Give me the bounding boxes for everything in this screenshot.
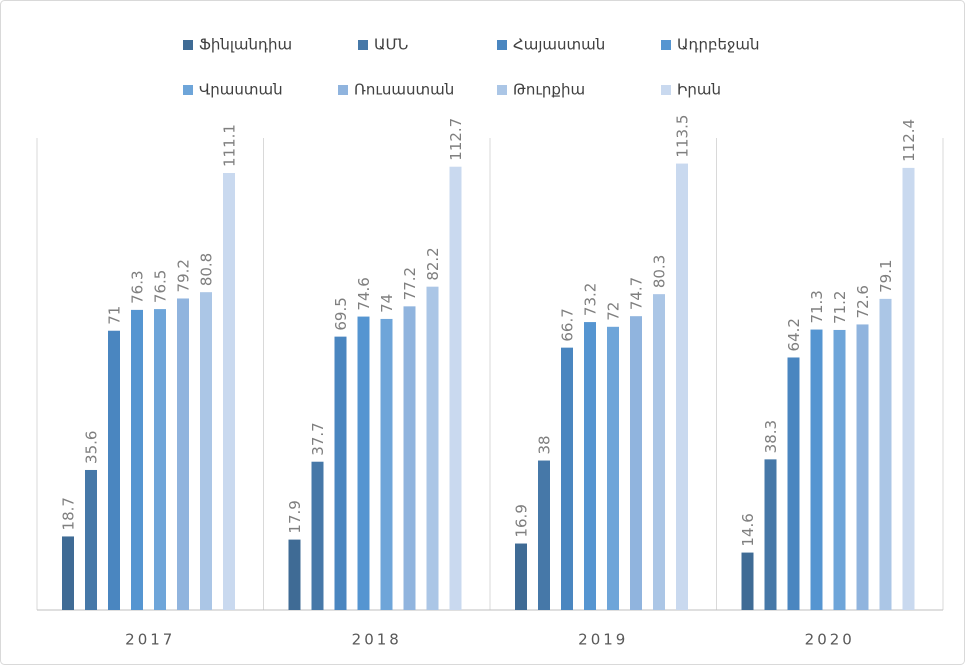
- bar: [380, 318, 393, 610]
- bar: [108, 330, 120, 610]
- value-label: 79.2: [175, 259, 193, 292]
- value-label: 74.6: [355, 277, 373, 310]
- legend-label: Հայաստան: [513, 36, 605, 54]
- bar: [426, 286, 439, 610]
- value-label: 112.7: [447, 118, 465, 161]
- bar: [787, 357, 800, 610]
- bar: [449, 166, 462, 611]
- legend-label: Ռուսաստան: [354, 81, 454, 99]
- value-label: 17.9: [286, 500, 304, 533]
- value-label: 80.8: [198, 253, 216, 286]
- value-label: 35.6: [83, 431, 101, 464]
- bar: [833, 329, 846, 610]
- bar: [403, 306, 416, 610]
- value-label: 77.2: [401, 267, 419, 300]
- value-label: 37.7: [309, 422, 327, 455]
- bar: [311, 461, 324, 610]
- bar: [676, 163, 688, 611]
- bar: [741, 552, 754, 610]
- bar: [584, 322, 596, 610]
- value-label: 72: [605, 302, 623, 321]
- bar: [653, 294, 665, 610]
- bar: [357, 316, 370, 610]
- legend-swatch: [497, 85, 507, 95]
- value-label: 64.2: [785, 318, 803, 351]
- value-label: 112.4: [900, 119, 918, 162]
- value-label: 71.2: [831, 291, 849, 324]
- x-tick-label: 2018: [352, 631, 402, 649]
- value-label: 38.3: [762, 420, 780, 453]
- value-label: 80.3: [651, 255, 669, 288]
- legend-label: Ֆինլանդիա: [199, 36, 292, 54]
- value-label: 66.7: [559, 308, 577, 341]
- legend-label: Իրան: [677, 81, 721, 99]
- value-label: 18.7: [60, 497, 78, 530]
- value-label: 111.1: [221, 124, 239, 167]
- value-label: 76.5: [152, 270, 170, 303]
- value-label: 82.2: [424, 247, 442, 280]
- bar: [561, 347, 573, 610]
- legend-label: Վրաստան: [199, 81, 283, 99]
- bar: [515, 543, 527, 610]
- bar: [764, 459, 777, 610]
- x-tick-label: 2017: [125, 631, 175, 649]
- value-label: 38: [536, 435, 554, 454]
- legend-swatch: [183, 85, 193, 95]
- bar: [154, 309, 166, 610]
- legend-swatch: [358, 40, 368, 50]
- bar: [538, 460, 550, 610]
- value-label: 72.6: [854, 285, 872, 318]
- x-tick-label: 2020: [805, 631, 855, 649]
- bar: [902, 167, 915, 611]
- bar: [607, 326, 619, 610]
- value-label: 69.5: [332, 297, 350, 330]
- value-label: 113.5: [674, 115, 692, 158]
- legend-swatch: [661, 85, 671, 95]
- legend-swatch: [338, 85, 348, 95]
- legend-swatch: [661, 40, 671, 50]
- bar: [131, 309, 143, 610]
- value-label: 74: [378, 294, 396, 313]
- bar: [200, 292, 212, 610]
- legend-label: Ադրբեջան: [677, 36, 759, 54]
- legend-label: ԱՄՆ: [374, 36, 408, 54]
- value-label: 73.2: [582, 283, 600, 316]
- bar: [856, 324, 869, 610]
- bar: [810, 329, 823, 610]
- legend-swatch: [183, 40, 193, 50]
- value-label: 74.7: [628, 277, 646, 310]
- value-label: 14.6: [739, 513, 757, 546]
- legend-swatch: [497, 40, 507, 50]
- bar: [630, 316, 642, 610]
- legend-label: Թուրքիա: [513, 81, 585, 99]
- bar: [334, 336, 347, 610]
- bar: [288, 539, 301, 610]
- value-label: 79.1: [877, 259, 895, 292]
- value-label: 71: [106, 306, 124, 325]
- value-label: 76.3: [129, 270, 147, 303]
- bar: [62, 536, 74, 610]
- value-label: 16.9: [513, 504, 531, 537]
- bar: [85, 469, 97, 610]
- value-label: 71.3: [808, 290, 826, 323]
- bar: [223, 173, 235, 611]
- x-tick-label: 2019: [578, 631, 628, 649]
- bar: [177, 298, 189, 610]
- bar: [879, 298, 892, 610]
